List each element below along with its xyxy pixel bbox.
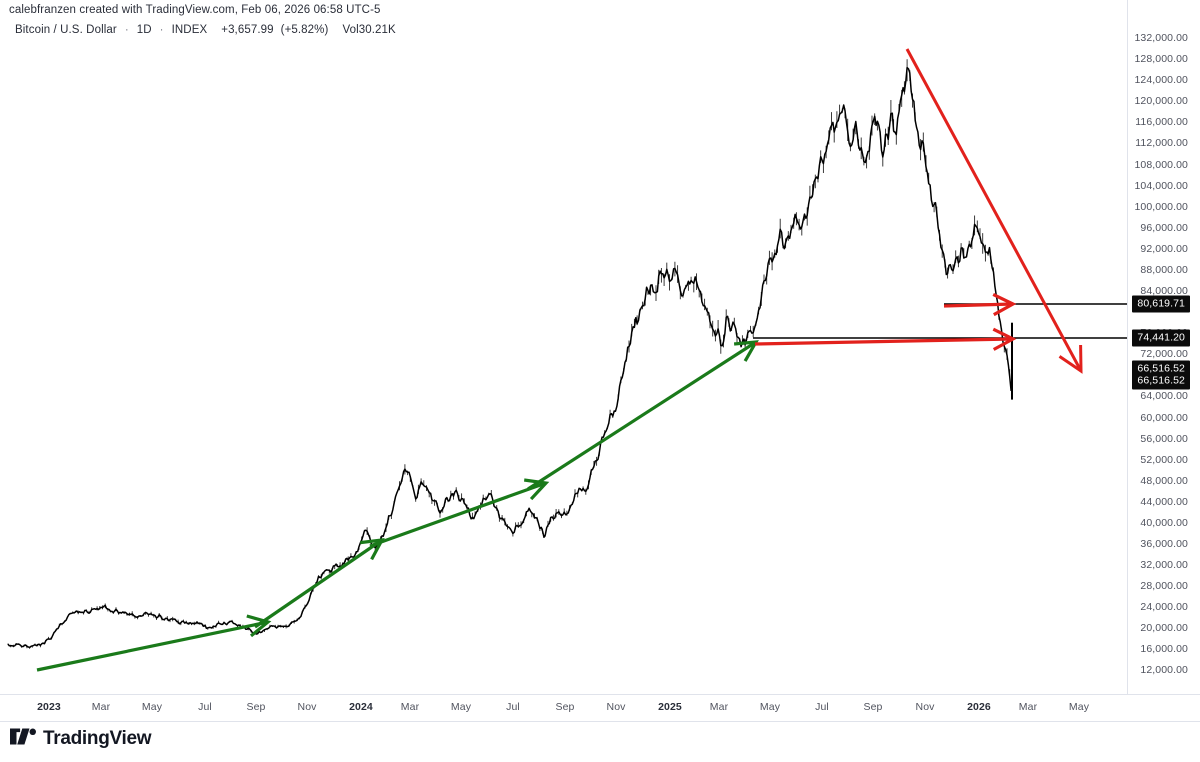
price-tick-label: 60,000.00: [1140, 411, 1188, 424]
price-tick-label: 12,000.00: [1140, 664, 1188, 677]
uptrend-arrow-3[interactable]: [369, 478, 550, 548]
tradingview-logo-text: TradingView: [43, 728, 152, 749]
price-tick-label: 88,000.00: [1140, 263, 1188, 276]
price-tick-label: 104,000.00: [1134, 179, 1188, 192]
price-tick-label: 52,000.00: [1140, 453, 1188, 466]
price-tick-label: 92,000.00: [1140, 242, 1188, 255]
downtrend-annotations-layer[interactable]: [754, 48, 1083, 374]
time-tick-label: Mar: [400, 701, 420, 713]
price-tick-label: 32,000.00: [1140, 559, 1188, 572]
attribution-text: calebfranzen created with TradingView.co…: [9, 4, 381, 16]
interval-label[interactable]: 1D: [136, 24, 152, 36]
price-badge[interactable]: 80,619.71: [1132, 295, 1190, 313]
time-tick-label: May: [450, 701, 472, 713]
time-tick-label: 2024: [349, 701, 373, 713]
price-badge[interactable]: 74,441.20: [1132, 329, 1190, 347]
time-tick-label: Mar: [709, 701, 729, 713]
uptrend-arrow-4[interactable]: [527, 340, 759, 491]
downtrend-arrow-upper[interactable]: [943, 292, 1017, 317]
time-tick-label: Mar: [1018, 701, 1038, 713]
price-change: +3,657.99: [221, 24, 274, 36]
price-tick-label: 20,000.00: [1140, 622, 1188, 635]
volume-label: Vol30.21K: [342, 24, 396, 36]
tradingview-logo-icon: [10, 728, 36, 750]
time-tick-label: Sep: [246, 701, 266, 713]
time-tick-label: May: [759, 701, 781, 713]
arrowhead-icon: [360, 538, 385, 561]
uptrend-annotations-layer[interactable]: [36, 340, 759, 672]
arrowhead-icon: [733, 340, 759, 362]
arrowhead-icon: [992, 292, 1017, 317]
price-tick-label: 120,000.00: [1134, 95, 1188, 108]
price-tick-label: 56,000.00: [1140, 432, 1188, 445]
horizontal-levels-layer: [753, 303, 1127, 339]
downtrend-arrow-lower[interactable]: [754, 327, 1017, 351]
price-tick-label: 100,000.00: [1134, 200, 1188, 213]
price-tick-label: 36,000.00: [1140, 537, 1188, 550]
time-tick-label: Jul: [506, 701, 520, 713]
arrowhead-icon: [246, 614, 272, 638]
time-axis[interactable]: 2023 Mar May Jul Sep Nov 2024 Mar May Jul Sep Nov 20…: [0, 694, 1200, 722]
price-axis[interactable]: 132,000.00 128,000.00 124,000.00 120,000.00…: [1127, 0, 1200, 694]
tradingview-logo[interactable]: TradingView: [10, 728, 152, 750]
symbol-separator-1: ·: [124, 24, 129, 36]
symbol-separator-2: ·: [159, 24, 164, 36]
time-tick-label: Nov: [915, 701, 935, 713]
time-tick-label: 2026: [967, 701, 991, 713]
price-tick-label: 16,000.00: [1140, 643, 1188, 656]
price-tick-label: 24,000.00: [1140, 601, 1188, 614]
downtrend-channel-arrow[interactable]: [905, 48, 1083, 374]
price-chart-svg: [7, 48, 1127, 672]
price-tick-label: 128,000.00: [1134, 53, 1188, 66]
time-tick-label: Nov: [606, 701, 626, 713]
arrowhead-icon: [1058, 344, 1083, 374]
price-line: [7, 66, 1012, 649]
price-tick-label: 64,000.00: [1140, 390, 1188, 403]
time-tick-label: Nov: [297, 701, 317, 713]
uptrend-arrow-2[interactable]: [254, 538, 385, 629]
price-tick-label: 28,000.00: [1140, 580, 1188, 593]
time-tick-label: 2025: [658, 701, 682, 713]
price-tick-label: 48,000.00: [1140, 474, 1188, 487]
chart-header: calebfranzen created with TradingView.co…: [0, 0, 1200, 40]
time-tick-label: Jul: [815, 701, 829, 713]
price-tick-label: 132,000.00: [1134, 32, 1188, 45]
price-tick-label: 84,000.00: [1140, 285, 1188, 298]
uptrend-arrow-1[interactable]: [36, 614, 272, 672]
price-tick-label: 72,000.00: [1140, 348, 1188, 361]
time-tick-label: May: [141, 701, 163, 713]
chart-footer: TradingView: [0, 722, 1200, 762]
price-tick-label: 96,000.00: [1140, 221, 1188, 234]
arrowhead-icon: [992, 327, 1017, 351]
symbol-info-line: Bitcoin / U.S. Dollar · 1D · INDEX +3,657.99 (…: [15, 24, 396, 36]
price-tick-label: 124,000.00: [1134, 74, 1188, 87]
chart-plot-area[interactable]: [0, 0, 1127, 694]
exchange-label: INDEX: [171, 24, 208, 36]
symbol-name[interactable]: Bitcoin / U.S. Dollar: [15, 24, 117, 36]
price-change-percent: (+5.82%): [280, 24, 329, 36]
arrowhead-icon: [523, 478, 550, 501]
time-tick-label: Sep: [555, 701, 575, 713]
time-tick-label: Mar: [91, 701, 111, 713]
price-tick-label: 40,000.00: [1140, 516, 1188, 529]
price-tick-label: 108,000.00: [1134, 158, 1188, 171]
time-tick-label: 2023: [37, 701, 61, 713]
price-tick-label: 44,000.00: [1140, 495, 1188, 508]
price-badge[interactable]: 66,516.52: [1132, 372, 1190, 390]
time-tick-label: May: [1068, 701, 1090, 713]
time-tick-label: Sep: [863, 701, 883, 713]
price-tick-label: 116,000.00: [1135, 116, 1188, 129]
time-tick-label: Jul: [198, 701, 212, 713]
price-series-layer: [7, 59, 1013, 649]
price-tick-label: 112,000.00: [1135, 137, 1188, 150]
